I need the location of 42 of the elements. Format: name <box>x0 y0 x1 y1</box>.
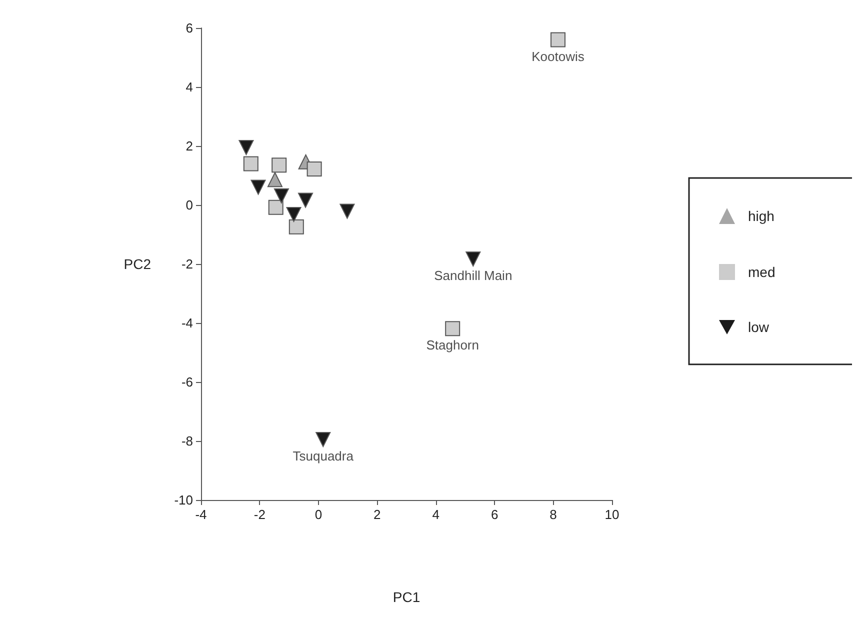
point <box>316 432 331 448</box>
x-tick-label: 10 <box>604 507 620 522</box>
annotation: Kootowis <box>532 48 585 64</box>
point <box>238 140 254 155</box>
legend-label: high <box>748 208 774 224</box>
point <box>288 219 304 234</box>
y-tick-label: -2 <box>181 256 193 272</box>
point <box>272 158 287 173</box>
y-tick-label: 0 <box>186 198 193 212</box>
x-tick-label: 2 <box>374 507 381 522</box>
point <box>306 162 322 177</box>
annotation: Tsuquadra <box>292 448 354 464</box>
y-tick-label: -8 <box>181 434 193 448</box>
y-tick-label: 2 <box>186 138 193 154</box>
x-axis-title: PC1 <box>392 589 420 605</box>
y-axis-title: PC2 <box>124 256 152 272</box>
x-tick-label: -4 <box>195 507 207 522</box>
x-tick-label: -2 <box>254 507 266 522</box>
y-tick-label: 4 <box>186 80 193 94</box>
point <box>298 192 314 208</box>
y-tick-label: -4 <box>181 316 193 330</box>
point <box>274 188 289 204</box>
point <box>286 206 302 222</box>
point <box>267 172 282 188</box>
point <box>550 32 566 48</box>
legend-label: med <box>748 264 776 280</box>
x-tick-label: 8 <box>550 507 557 522</box>
point <box>445 321 460 336</box>
x-tick-label: 0 <box>314 507 322 522</box>
point <box>340 204 355 219</box>
point <box>243 156 258 172</box>
y-tick-label: -6 <box>181 374 193 390</box>
annotation: Staghorn <box>426 338 479 353</box>
point <box>466 251 481 266</box>
legend-label: low <box>748 319 770 336</box>
point <box>268 200 284 215</box>
x-tick-label: 4 <box>432 507 440 522</box>
y-tick-label: 6 <box>186 20 193 36</box>
y-tick-label: -10 <box>174 492 193 508</box>
x-tick-label: 6 <box>490 507 498 522</box>
point <box>250 180 266 195</box>
annotation: Sandhill Main <box>434 268 512 283</box>
